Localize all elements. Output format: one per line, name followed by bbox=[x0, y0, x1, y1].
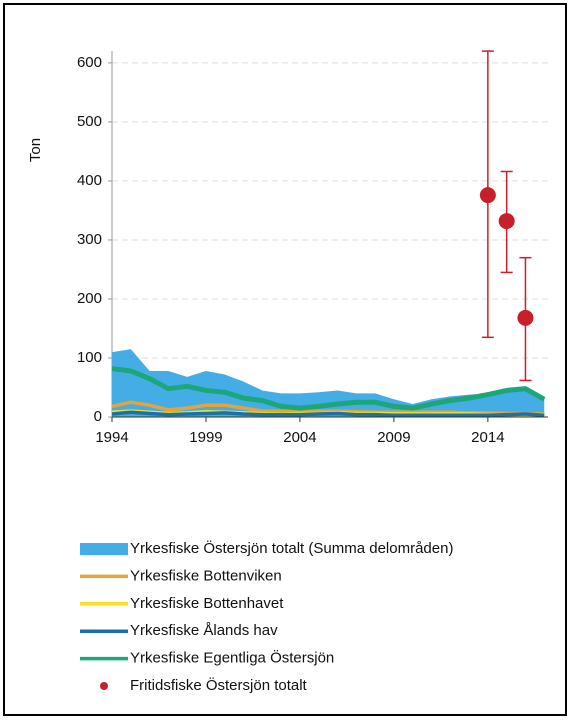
y-tick-label: 200 bbox=[77, 290, 102, 307]
line bbox=[111, 410, 545, 417]
point bbox=[517, 309, 534, 326]
legend-label: Fritidsfiske Östersjön totalt bbox=[130, 676, 308, 694]
y-tick-label: 600 bbox=[77, 54, 102, 71]
y-tick-label: 100 bbox=[77, 349, 102, 366]
frame bbox=[3, 3, 567, 716]
area bbox=[112, 349, 545, 417]
y-tick-label: 400 bbox=[77, 172, 102, 189]
x-tick-label: 1994 bbox=[95, 429, 128, 446]
y-tick-label: 500 bbox=[77, 113, 102, 130]
x-tick-label: 1999 bbox=[189, 429, 222, 446]
y-axis-label: Ton bbox=[27, 138, 44, 162]
x-tick-label: 2009 bbox=[377, 429, 410, 446]
point bbox=[479, 187, 496, 204]
legend-label: Yrkesfiske Östersjön totalt (Summa delom… bbox=[130, 539, 453, 557]
legend-swatch bbox=[100, 682, 108, 690]
legend-swatch bbox=[80, 543, 128, 555]
legend-label: Yrkesfiske Ålands hav bbox=[130, 622, 278, 639]
legend-label: Yrkesfiske Bottenviken bbox=[130, 567, 282, 584]
legend-label: Yrkesfiske Egentliga Östersjön bbox=[130, 649, 334, 667]
y-tick-label: 300 bbox=[77, 231, 102, 248]
x-tick-label: 2004 bbox=[283, 429, 316, 446]
point bbox=[498, 213, 515, 230]
line bbox=[111, 366, 546, 411]
y-tick-label: 0 bbox=[94, 408, 102, 425]
x-tick-label: 2014 bbox=[471, 429, 504, 446]
legend-label: Yrkesfiske Bottenhavet bbox=[130, 595, 284, 612]
